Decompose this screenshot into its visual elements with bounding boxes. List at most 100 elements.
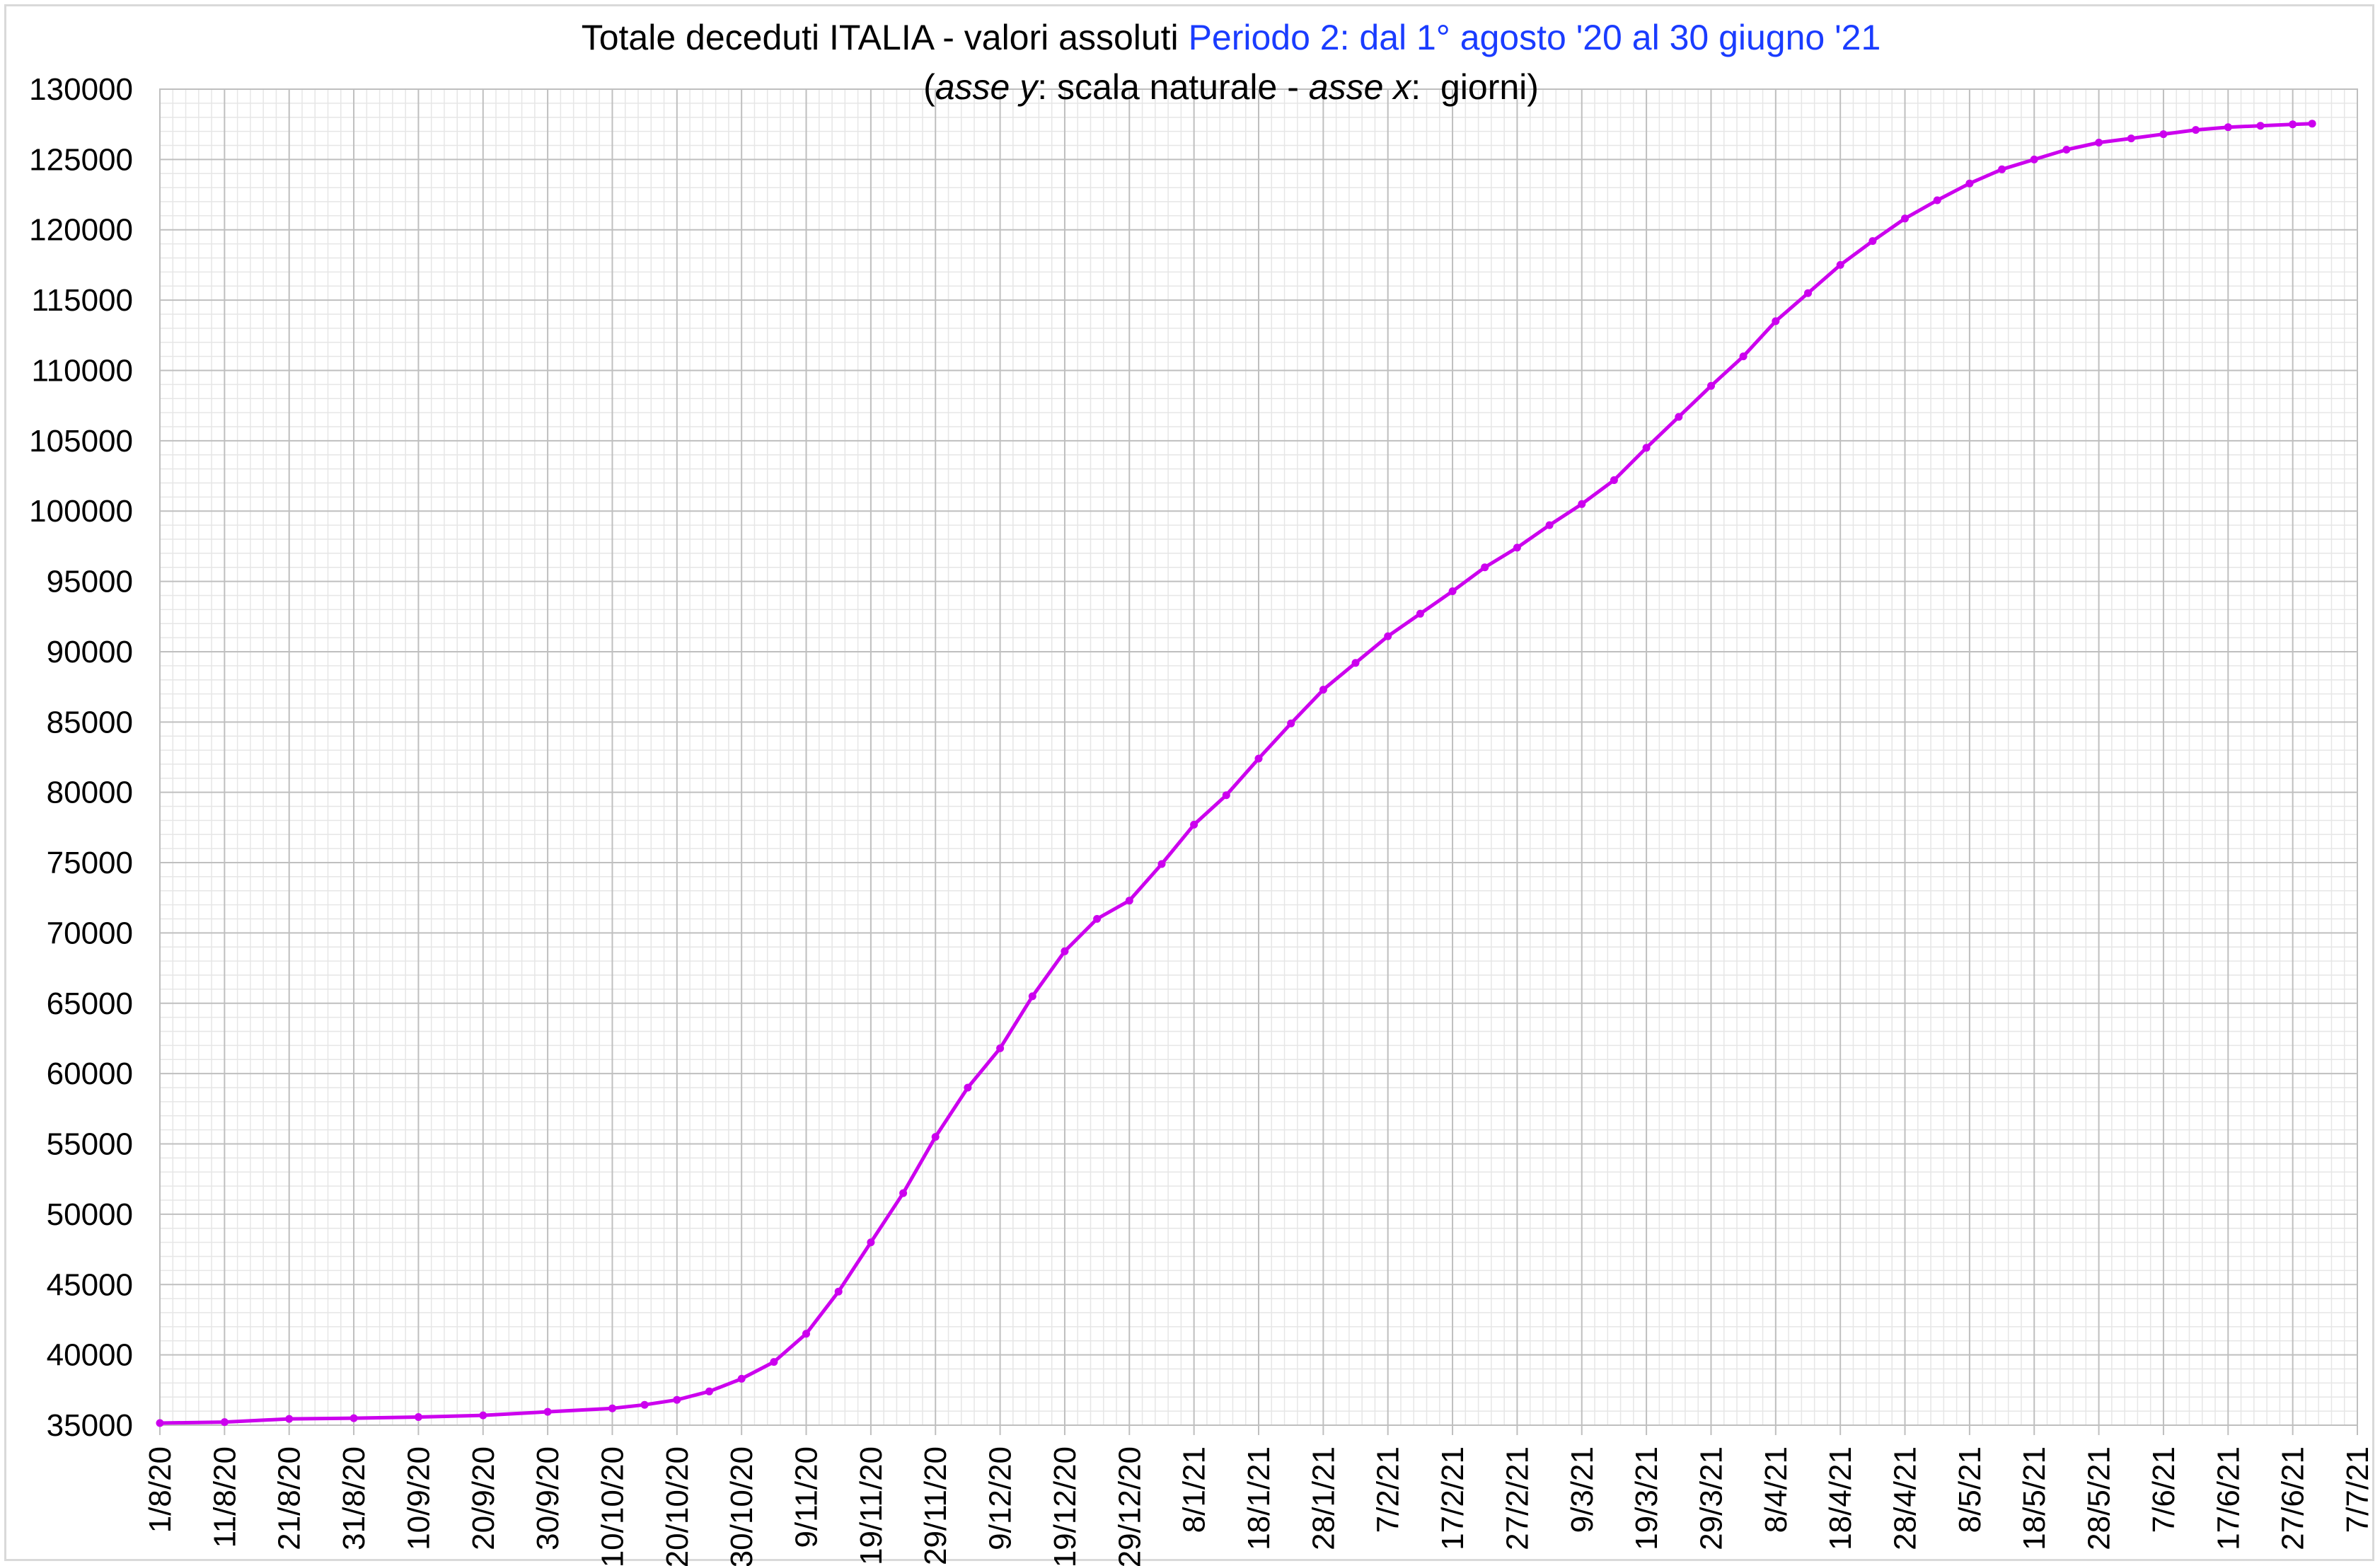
x-tick-label: 11/8/20	[207, 1446, 242, 1548]
x-tick-label: 28/5/21	[2082, 1446, 2117, 1550]
data-point	[1610, 476, 1618, 484]
data-point	[1287, 719, 1295, 727]
x-tick-label: 29/3/21	[1694, 1446, 1728, 1550]
y-tick-label: 80000	[47, 776, 133, 810]
x-tick-label: 20/9/20	[466, 1446, 501, 1550]
data-point	[1707, 381, 1715, 390]
x-axis-tick-labels: 1/8/20 11/8/20 21/8/20 31/8/20 10/9/20 20/9/2…	[143, 1446, 2375, 1566]
data-point	[1448, 587, 1457, 595]
data-point	[1933, 196, 1941, 205]
chart-subtitle: (asse y: scala naturale - asse x: giorni…	[923, 67, 1539, 107]
y-tick-label: 100000	[29, 494, 133, 529]
x-tick-label: 9/3/21	[1565, 1446, 1600, 1533]
data-point	[1416, 609, 1424, 618]
x-tick-label: 27/2/21	[1500, 1446, 1535, 1550]
subtitle-end: : giorni)	[1411, 67, 1539, 107]
x-tick-label: 10/10/20	[595, 1446, 630, 1566]
data-point	[1868, 237, 1877, 246]
data-point	[964, 1083, 972, 1092]
data-point	[2062, 146, 2071, 154]
data-point	[640, 1400, 649, 1409]
data-point	[931, 1133, 940, 1141]
y-tick-label: 35000	[47, 1408, 133, 1443]
x-tick-label: 29/11/20	[918, 1446, 953, 1565]
x-tick-label: 30/9/20	[531, 1446, 565, 1550]
data-point	[1965, 179, 1974, 188]
x-tick-label: 18/1/21	[1242, 1446, 1276, 1550]
y-tick-label: 130000	[29, 72, 133, 107]
y-tick-label: 125000	[29, 142, 133, 177]
data-point	[834, 1287, 843, 1296]
x-tick-label: 31/8/20	[337, 1446, 371, 1550]
x-tick-label: 18/5/21	[2017, 1446, 2052, 1550]
data-point	[705, 1387, 713, 1395]
data-point	[2159, 130, 2168, 139]
data-point	[899, 1189, 908, 1197]
x-tick-label: 19/12/20	[1048, 1446, 1082, 1566]
data-point	[2289, 120, 2297, 129]
series-deceduti	[156, 120, 2316, 1427]
subtitle-mid: : scala naturale -	[1037, 67, 1309, 107]
x-tick-label: 7/7/21	[2340, 1446, 2375, 1533]
x-tick-label: 17/2/21	[1435, 1446, 1470, 1550]
data-point	[220, 1418, 229, 1427]
y-tick-label: 60000	[47, 1057, 133, 1091]
data-point	[156, 1419, 164, 1427]
x-tick-label: 20/10/20	[660, 1446, 695, 1566]
x-tick-label: 10/9/20	[401, 1446, 436, 1550]
x-tick-label: 17/6/21	[2211, 1446, 2246, 1550]
data-point	[1578, 500, 1586, 508]
x-tick-label: 19/3/21	[1629, 1446, 1664, 1550]
subtitle-x-axis: asse x	[1309, 67, 1413, 107]
data-point	[1836, 260, 1844, 269]
data-point	[1804, 289, 1812, 297]
data-point	[1190, 820, 1198, 829]
x-tick-label: 7/2/21	[1371, 1446, 1406, 1533]
data-point	[737, 1374, 746, 1383]
data-point	[1739, 352, 1748, 361]
data-point	[1222, 791, 1230, 800]
data-point	[1351, 659, 1360, 667]
y-axis-tick-labels: 35000 40000 45000 50000 55000 60000 65000 70000…	[29, 72, 133, 1443]
y-tick-label: 40000	[47, 1338, 133, 1373]
x-tick-label: 8/1/21	[1177, 1446, 1212, 1533]
y-tick-label: 85000	[47, 705, 133, 739]
data-point	[1772, 317, 1780, 326]
data-point	[1513, 543, 1521, 552]
data-point	[1642, 444, 1651, 452]
subtitle-open: (	[923, 67, 935, 107]
y-tick-label: 90000	[47, 635, 133, 669]
y-tick-label: 45000	[47, 1267, 133, 1302]
y-tick-label: 110000	[31, 353, 133, 388]
data-point	[2224, 123, 2232, 132]
data-point	[2127, 134, 2135, 143]
x-tick-label: 9/12/20	[983, 1446, 1018, 1550]
x-tick-label: 29/12/20	[1112, 1446, 1147, 1566]
y-tick-label: 95000	[47, 565, 133, 599]
data-point	[543, 1407, 552, 1416]
x-tick-label: 8/5/21	[1953, 1446, 1987, 1533]
data-point	[414, 1413, 422, 1421]
data-point	[2308, 120, 2316, 128]
y-tick-label: 65000	[47, 986, 133, 1021]
y-tick-label: 70000	[47, 916, 133, 950]
y-tick-label: 75000	[47, 846, 133, 880]
data-point	[1093, 915, 1102, 923]
x-tick-label: 18/4/21	[1823, 1446, 1858, 1550]
data-point	[1481, 563, 1489, 572]
x-tick-label: 9/11/20	[790, 1446, 824, 1548]
data-point	[2256, 122, 2265, 130]
data-point	[1125, 897, 1133, 905]
x-tick-label: 30/10/20	[724, 1446, 759, 1566]
data-point	[1901, 214, 1909, 223]
data-point	[1998, 165, 2006, 173]
data-point	[2192, 126, 2200, 134]
x-tick-label: 19/11/20	[854, 1446, 889, 1565]
data-point	[770, 1358, 778, 1366]
subtitle-y-axis: asse y	[935, 67, 1040, 107]
chart-title-part1: Totale deceduti ITALIA - valori assoluti	[582, 18, 1189, 57]
data-point	[673, 1395, 681, 1404]
chart-title-part2: Periodo 2: dal 1° agosto '20 al 30 giugn…	[1189, 18, 1881, 57]
x-tick-label: 28/1/21	[1306, 1446, 1341, 1550]
data-point	[1675, 413, 1683, 421]
